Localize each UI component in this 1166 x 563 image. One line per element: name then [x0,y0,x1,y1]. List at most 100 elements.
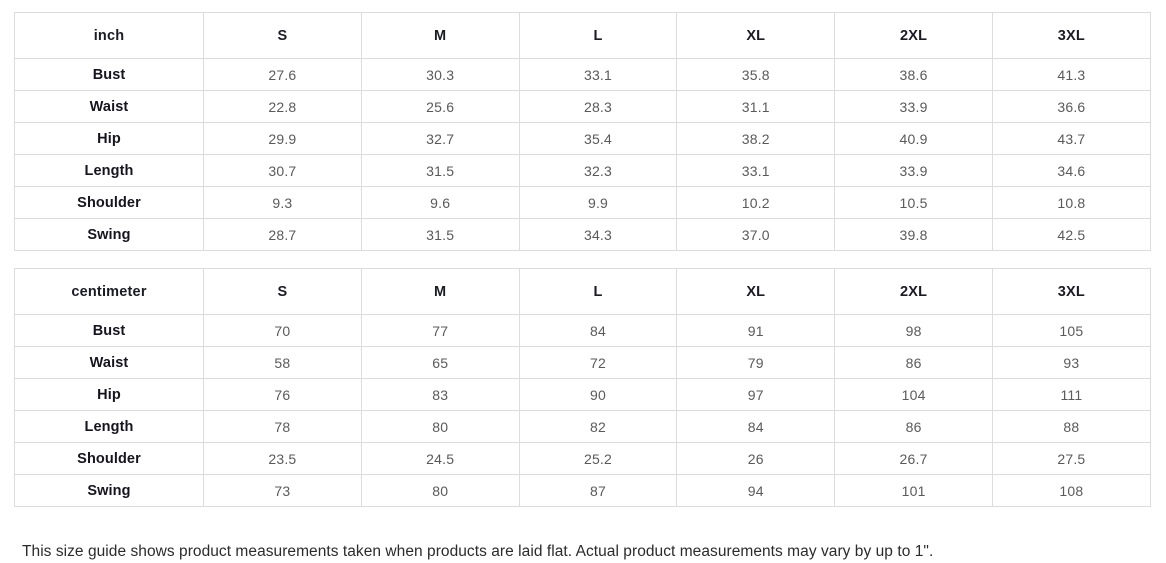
cm-size-header-l: L [518,268,678,315]
row-label-swing: Swing [14,218,204,251]
cm-hip-2xl: 104 [834,378,993,411]
centimeter-size-table: centimeter S M L XL 2XL 3XL Bust 70 77 8… [14,268,1151,507]
cm-swing-m: 80 [360,474,520,507]
row-label-length: Length [14,410,204,443]
cm-hip-l: 90 [518,378,678,411]
cm-shoulder-s: 23.5 [203,442,362,475]
cm-swing-2xl: 101 [834,474,993,507]
row-label-length: Length [14,154,204,187]
inch-length-l: 32.3 [518,154,678,187]
inch-hip-m: 32.7 [360,122,520,155]
cm-swing-3xl: 108 [991,474,1151,507]
table-header-row: centimeter S M L XL 2XL 3XL [14,268,1151,315]
table-row: Bust 27.6 30.3 33.1 35.8 38.6 41.3 [14,58,1151,91]
inch-bust-3xl: 41.3 [991,58,1151,91]
cm-length-l: 82 [518,410,678,443]
inch-swing-2xl: 39.8 [834,218,993,251]
inch-shoulder-l: 9.9 [518,186,678,219]
inch-size-header-l: L [518,12,678,59]
centimeter-table-header: centimeter S M L XL 2XL 3XL [14,268,1151,315]
inch-length-s: 30.7 [203,154,362,187]
cm-length-3xl: 88 [991,410,1151,443]
cm-shoulder-l: 25.2 [518,442,678,475]
cm-length-xl: 84 [676,410,836,443]
cm-size-header-3xl: 3XL [991,268,1151,315]
inch-swing-xl: 37.0 [676,218,836,251]
table-row: Hip 29.9 32.7 35.4 38.2 40.9 43.7 [14,122,1151,155]
inch-shoulder-xl: 10.2 [676,186,836,219]
inch-unit-header: inch [14,12,204,59]
inch-length-m: 31.5 [360,154,520,187]
centimeter-unit-header: centimeter [14,268,204,315]
table-row: Swing 73 80 87 94 101 108 [14,474,1151,507]
inch-length-2xl: 33.9 [834,154,993,187]
inch-waist-xl: 31.1 [676,90,836,123]
inch-swing-l: 34.3 [518,218,678,251]
inch-shoulder-m: 9.6 [360,186,520,219]
cm-waist-xl: 79 [676,346,836,379]
cm-hip-m: 83 [360,378,520,411]
inch-table-header: inch S M L XL 2XL 3XL [14,12,1151,59]
cm-bust-xl: 91 [676,314,836,347]
inch-waist-s: 22.8 [203,90,362,123]
row-label-waist: Waist [14,90,204,123]
cm-bust-s: 70 [203,314,362,347]
centimeter-table-body: Bust 70 77 84 91 98 105 Waist 58 65 72 7… [14,314,1151,507]
inch-hip-3xl: 43.7 [991,122,1151,155]
inch-shoulder-3xl: 10.8 [991,186,1151,219]
cm-waist-3xl: 93 [991,346,1151,379]
inch-waist-l: 28.3 [518,90,678,123]
table-row: Hip 76 83 90 97 104 111 [14,378,1151,411]
cm-size-header-s: S [203,268,362,315]
row-label-shoulder: Shoulder [14,442,204,475]
inch-table-body: Bust 27.6 30.3 33.1 35.8 38.6 41.3 Waist… [14,58,1151,251]
inch-hip-l: 35.4 [518,122,678,155]
cm-bust-2xl: 98 [834,314,993,347]
table-row: Waist 58 65 72 79 86 93 [14,346,1151,379]
row-label-shoulder: Shoulder [14,186,204,219]
inch-length-xl: 33.1 [676,154,836,187]
row-label-hip: Hip [14,378,204,411]
inch-size-header-s: S [203,12,362,59]
inch-hip-s: 29.9 [203,122,362,155]
inch-size-header-m: M [360,12,520,59]
cm-size-header-2xl: 2XL [834,268,993,315]
cm-shoulder-2xl: 26.7 [834,442,993,475]
table-row: Shoulder 9.3 9.6 9.9 10.2 10.5 10.8 [14,186,1151,219]
inch-hip-2xl: 40.9 [834,122,993,155]
row-label-waist: Waist [14,346,204,379]
row-label-bust: Bust [14,314,204,347]
inch-swing-3xl: 42.5 [991,218,1151,251]
cm-length-m: 80 [360,410,520,443]
cm-waist-s: 58 [203,346,362,379]
cm-size-header-m: M [360,268,520,315]
cm-shoulder-xl: 26 [676,442,836,475]
table-row: Bust 70 77 84 91 98 105 [14,314,1151,347]
table-spacer [14,251,1150,268]
inch-swing-s: 28.7 [203,218,362,251]
cm-swing-l: 87 [518,474,678,507]
cm-hip-xl: 97 [676,378,836,411]
inch-hip-xl: 38.2 [676,122,836,155]
table-header-row: inch S M L XL 2XL 3XL [14,12,1151,59]
inch-length-3xl: 34.6 [991,154,1151,187]
cm-shoulder-m: 24.5 [360,442,520,475]
inch-swing-m: 31.5 [360,218,520,251]
table-row: Waist 22.8 25.6 28.3 31.1 33.9 36.6 [14,90,1151,123]
cm-waist-l: 72 [518,346,678,379]
table-row: Swing 28.7 31.5 34.3 37.0 39.8 42.5 [14,218,1151,251]
row-label-hip: Hip [14,122,204,155]
inch-size-header-2xl: 2XL [834,12,993,59]
cm-waist-2xl: 86 [834,346,993,379]
inch-waist-3xl: 36.6 [991,90,1151,123]
inch-bust-s: 27.6 [203,58,362,91]
inch-bust-m: 30.3 [360,58,520,91]
size-guide-disclaimer: This size guide shows product measuremen… [22,543,934,560]
inch-bust-2xl: 38.6 [834,58,993,91]
cm-bust-l: 84 [518,314,678,347]
cm-shoulder-3xl: 27.5 [991,442,1151,475]
inch-size-header-3xl: 3XL [991,12,1151,59]
inch-waist-m: 25.6 [360,90,520,123]
inch-shoulder-2xl: 10.5 [834,186,993,219]
